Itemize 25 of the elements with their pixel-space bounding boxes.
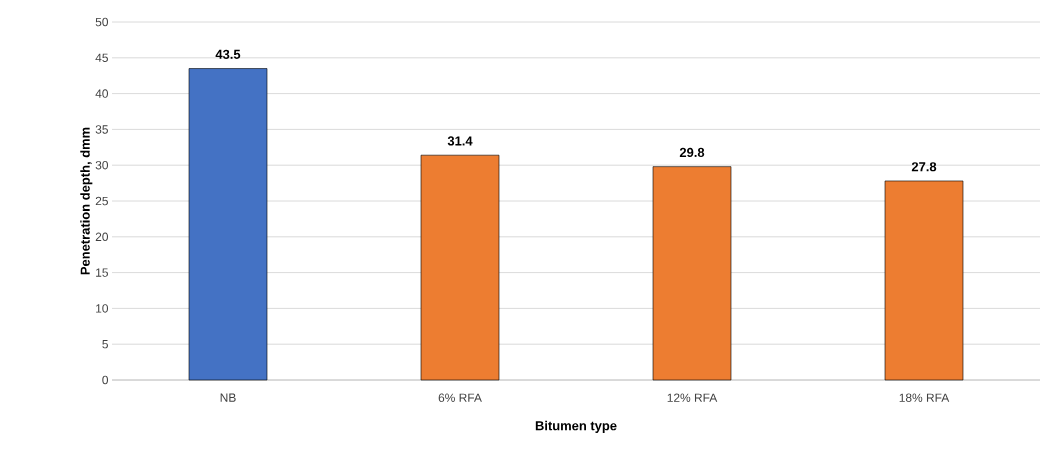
y-tick-label: 20: [95, 232, 109, 242]
y-tick-label: 40: [95, 89, 109, 98]
bar: [652, 166, 732, 381]
data-label: 31.4: [447, 136, 473, 146]
data-label: 43.5: [215, 49, 241, 59]
bar: [188, 68, 268, 381]
y-tick-label: 0: [102, 375, 109, 385]
x-tick-label: 6% RFA: [438, 393, 482, 402]
y-tick-label: 25: [95, 196, 108, 206]
bar: [884, 180, 964, 381]
y-tick-label: 15: [96, 268, 108, 277]
y-tick-label: 10: [96, 304, 109, 313]
data-label: 27.8: [911, 162, 937, 172]
y-tick-label: 50: [95, 17, 109, 27]
x-tick-label: NB: [220, 393, 236, 402]
x-tick-label: 12% RFA: [667, 393, 718, 402]
y-tick-label: 5: [102, 340, 108, 349]
y-axis-title: Penetration depth, dmm: [80, 127, 93, 275]
bar: [420, 154, 500, 381]
x-tick-label: 18% RFA: [899, 393, 950, 402]
x-axis-title: Bitumen type: [535, 420, 617, 433]
y-tick-label: 35: [95, 125, 108, 134]
y-tick-label: 30: [95, 160, 109, 170]
data-label: 29.8: [679, 147, 705, 158]
y-tick-label: 45: [95, 53, 108, 62]
